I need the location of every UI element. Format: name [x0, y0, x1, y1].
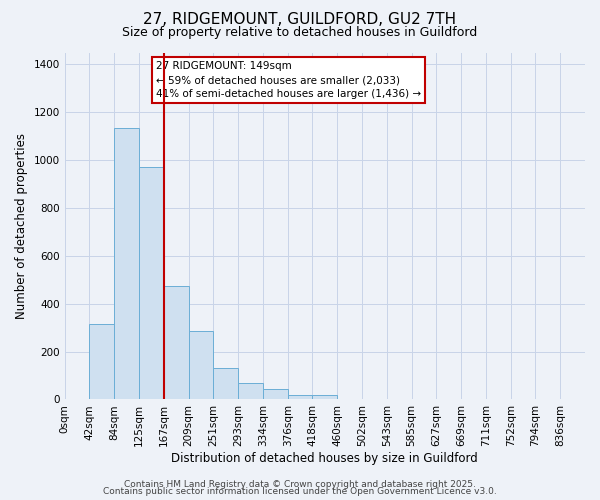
Text: Contains public sector information licensed under the Open Government Licence v3: Contains public sector information licen…	[103, 487, 497, 496]
Bar	[114, 128, 139, 400]
Bar	[164, 286, 188, 400]
Y-axis label: Number of detached properties: Number of detached properties	[15, 133, 28, 319]
Bar	[313, 394, 337, 400]
Text: 27, RIDGEMOUNT, GUILDFORD, GU2 7TH: 27, RIDGEMOUNT, GUILDFORD, GU2 7TH	[143, 12, 457, 28]
X-axis label: Distribution of detached houses by size in Guildford: Distribution of detached houses by size …	[172, 452, 478, 465]
Bar	[139, 168, 164, 400]
Bar	[89, 324, 114, 400]
Bar	[214, 368, 238, 400]
Bar	[188, 332, 214, 400]
Text: 27 RIDGEMOUNT: 149sqm
← 59% of detached houses are smaller (2,033)
41% of semi-d: 27 RIDGEMOUNT: 149sqm ← 59% of detached …	[156, 61, 421, 99]
Text: Size of property relative to detached houses in Guildford: Size of property relative to detached ho…	[122, 26, 478, 39]
Bar	[238, 383, 263, 400]
Bar	[263, 388, 287, 400]
Bar	[287, 394, 313, 400]
Text: Contains HM Land Registry data © Crown copyright and database right 2025.: Contains HM Land Registry data © Crown c…	[124, 480, 476, 489]
